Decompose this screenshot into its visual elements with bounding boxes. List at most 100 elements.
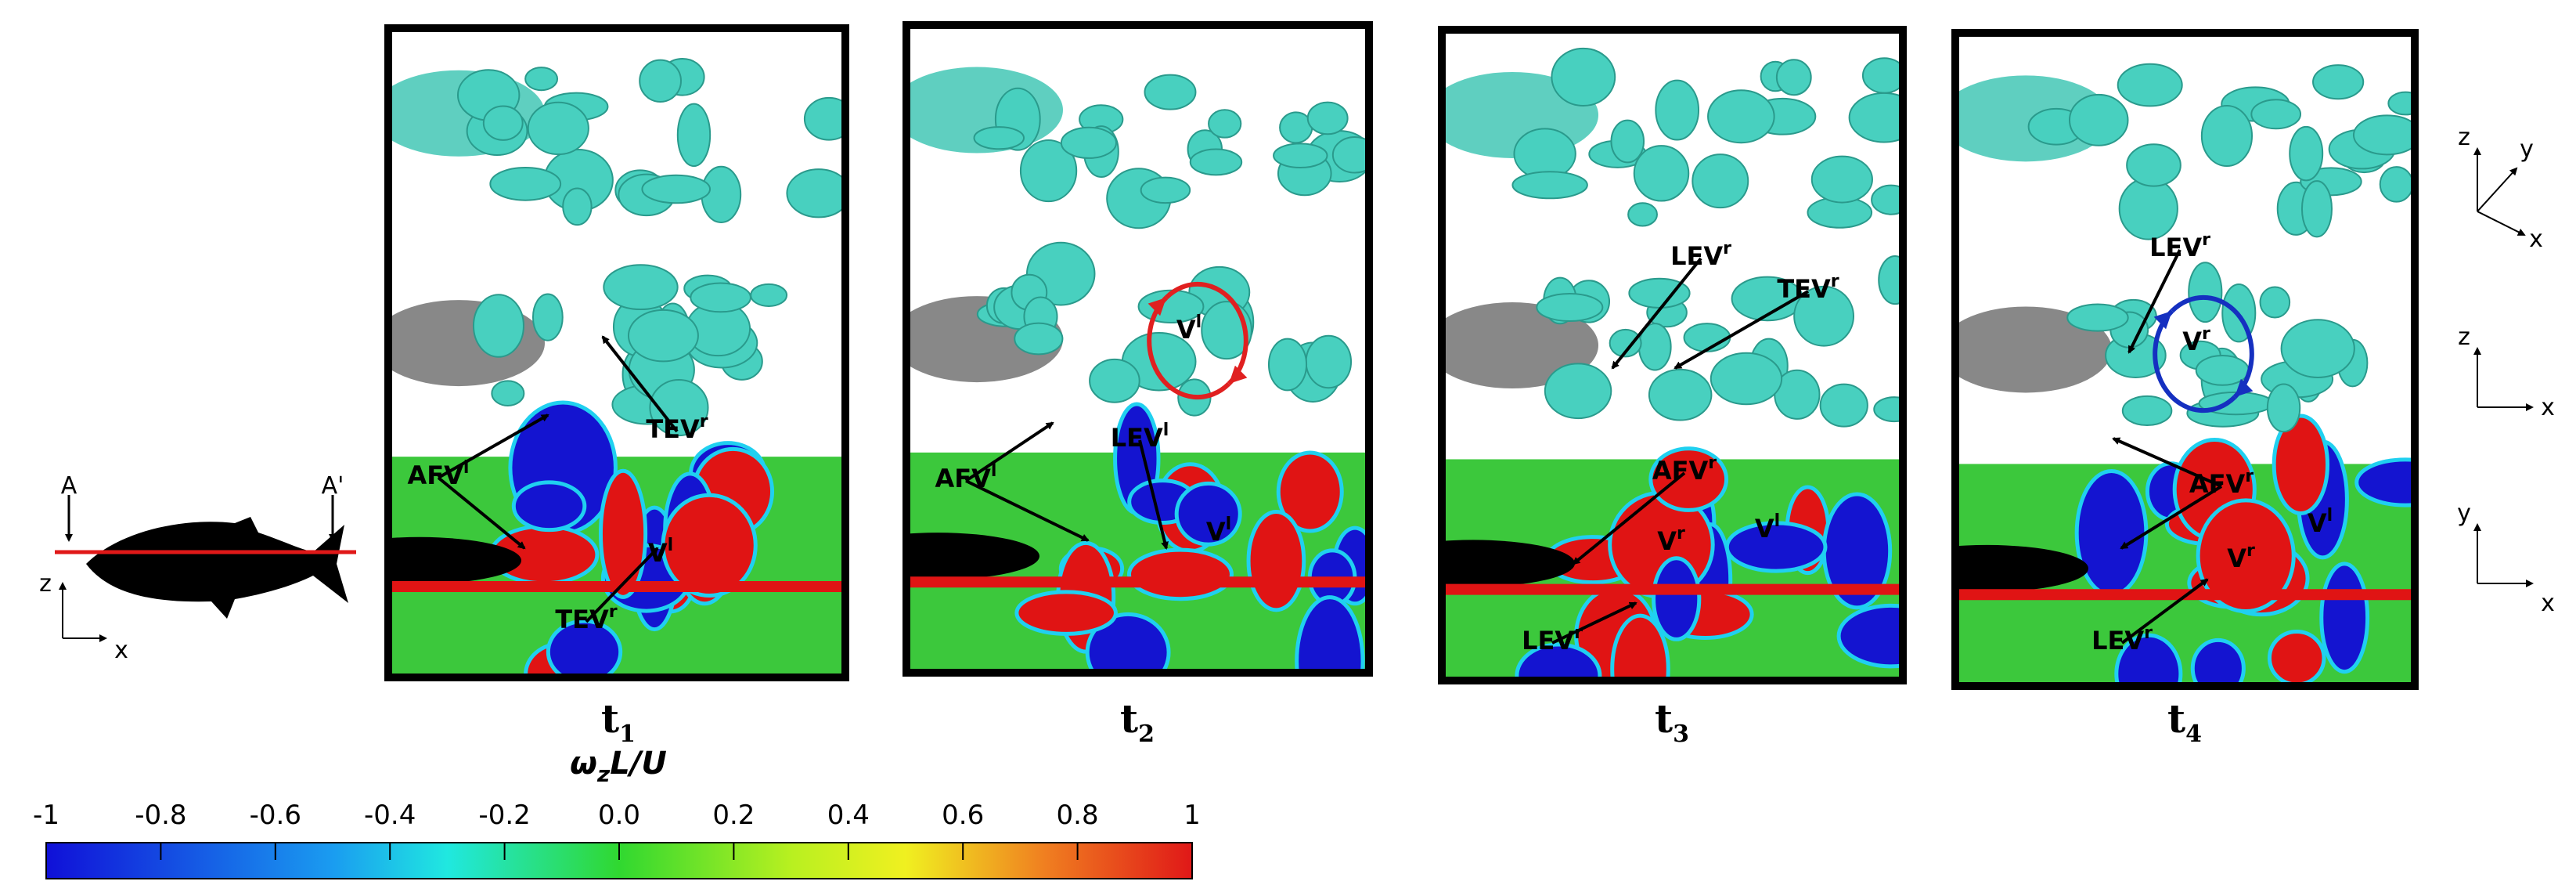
annotation: TEVr bbox=[555, 602, 617, 634]
panel-content bbox=[1955, 33, 2415, 686]
annotation-text: TEV bbox=[1777, 274, 1831, 304]
annotation-text: V bbox=[1657, 526, 1677, 556]
time-label: t1 bbox=[601, 695, 636, 748]
annotation: Vl bbox=[1755, 511, 1780, 544]
vortex-isosurface bbox=[1692, 153, 1749, 209]
vortex-isosurface bbox=[1305, 334, 1353, 389]
vortex bbox=[2272, 413, 2330, 515]
vortex bbox=[1610, 613, 1670, 681]
vortex-isosurface bbox=[1873, 396, 1903, 423]
vortex-isosurface bbox=[1267, 338, 1308, 392]
vortex-isosurface bbox=[1648, 368, 1713, 421]
vortex-isosurface bbox=[1710, 352, 1783, 406]
vortex-isosurface bbox=[1633, 145, 1690, 202]
vortex-isosurface bbox=[1878, 255, 1903, 305]
annotation-sup: l bbox=[1196, 312, 1202, 332]
annotation: LEVl bbox=[1111, 421, 1169, 453]
rotation-arrow bbox=[2153, 309, 2237, 413]
vortex bbox=[2267, 630, 2326, 686]
panel-border bbox=[903, 21, 1373, 677]
annotation-text: V bbox=[2308, 508, 2327, 538]
vortex-isosurface bbox=[2118, 177, 2178, 240]
colorbar: ωzL/U -1 -0.8 -0.6 -0.4 -0.2 0.0 0.2 0.4 0.6 0.8 1 bbox=[33, 746, 1201, 879]
time-label: t3 bbox=[1655, 695, 1689, 748]
time-sub: 3 bbox=[1673, 720, 1689, 748]
annotation-text: AFV bbox=[2189, 469, 2246, 499]
panel-border bbox=[1438, 26, 1907, 684]
vortex-isosurface bbox=[1208, 109, 1242, 139]
time-sub: 4 bbox=[2185, 720, 2202, 748]
triad-label: x bbox=[2529, 226, 2543, 253]
vortex-isosurface bbox=[1089, 358, 1140, 403]
arrow bbox=[585, 547, 659, 623]
vortex bbox=[1836, 603, 1903, 669]
annotation-sup: r bbox=[1831, 272, 1839, 291]
arrow bbox=[2120, 485, 2223, 550]
vortex-isosurface bbox=[1707, 89, 1775, 144]
title-sub: z bbox=[596, 761, 611, 787]
vortex-isosurface bbox=[2379, 166, 2414, 203]
annotation: Vr bbox=[1657, 524, 1685, 556]
arrow bbox=[601, 335, 679, 433]
colorbar-tick-label: -0.2 bbox=[478, 800, 530, 831]
annotation-text: V bbox=[1206, 517, 1226, 547]
vortex-isosurface bbox=[2188, 262, 2223, 323]
vortex-isosurface bbox=[2126, 143, 2181, 187]
vortex-isosurface bbox=[603, 264, 679, 311]
annotation: AFVl bbox=[935, 461, 997, 493]
vortex-isosurface bbox=[690, 282, 751, 313]
arrow bbox=[1572, 471, 1686, 565]
time-label: t4 bbox=[2167, 695, 2202, 748]
vortex-isosurface bbox=[2250, 99, 2302, 130]
annotation-text: V bbox=[2227, 544, 2246, 573]
colorbar-tick-label: -0.6 bbox=[250, 800, 301, 831]
vortex-isosurface bbox=[1014, 322, 1064, 356]
panel-content bbox=[388, 28, 845, 677]
vortex bbox=[546, 619, 623, 677]
annotation: AFVl bbox=[408, 458, 470, 490]
annotation: LEVr bbox=[1522, 623, 1583, 655]
rotation-arrow bbox=[1147, 295, 1231, 400]
annotation-sup: r bbox=[2202, 324, 2210, 344]
annotation-text: TEV bbox=[555, 605, 609, 634]
vortex-isosurface bbox=[2352, 114, 2415, 156]
vortex-isosurface bbox=[472, 294, 524, 358]
vortex-isosurface bbox=[1331, 136, 1369, 174]
title-tail: L/U bbox=[610, 746, 667, 782]
annotation-sup: r bbox=[2246, 541, 2255, 561]
arrow bbox=[965, 479, 1090, 542]
triad-label: y bbox=[2520, 135, 2534, 163]
vortex-isosurface bbox=[2387, 91, 2415, 116]
colorbar-tick-label: 1 bbox=[1184, 800, 1201, 831]
triad-label: x bbox=[2541, 394, 2555, 421]
panel-content bbox=[1442, 30, 1903, 681]
vortex bbox=[1014, 590, 1118, 636]
vortex bbox=[2319, 562, 2370, 674]
vortex bbox=[2354, 457, 2415, 507]
fish-schematic bbox=[55, 495, 356, 642]
vortex bbox=[2074, 468, 2149, 598]
vortex-isosurface bbox=[1775, 59, 1812, 96]
vortex-isosurface bbox=[2117, 63, 2183, 107]
vortex-isosurface bbox=[1019, 139, 1078, 203]
annotation: AFVr bbox=[1652, 453, 1717, 486]
triad-label: y bbox=[2457, 500, 2471, 527]
vortex-isosurface bbox=[1861, 57, 1903, 94]
vortex-isosurface bbox=[2200, 105, 2254, 168]
annotation-text: TEV bbox=[646, 414, 700, 444]
vortex bbox=[1126, 547, 1234, 601]
annotation: Vr bbox=[2182, 324, 2210, 356]
vortex bbox=[1174, 481, 1242, 547]
vortex-isosurface bbox=[803, 96, 845, 141]
body-section bbox=[906, 533, 1039, 580]
annotation-sup: r bbox=[1723, 239, 1731, 258]
vortex-isosurface bbox=[1871, 184, 1903, 215]
annotation-sup: l bbox=[2327, 506, 2333, 525]
vortex-isosurface bbox=[1683, 323, 1731, 352]
time-label: t2 bbox=[1120, 695, 1155, 748]
axes-triads: z y x z x y x bbox=[2457, 124, 2555, 617]
annotation-text: V bbox=[1176, 315, 1196, 345]
annotation-sup: l bbox=[991, 461, 997, 481]
colorbar-tick-label: -0.4 bbox=[364, 800, 416, 831]
